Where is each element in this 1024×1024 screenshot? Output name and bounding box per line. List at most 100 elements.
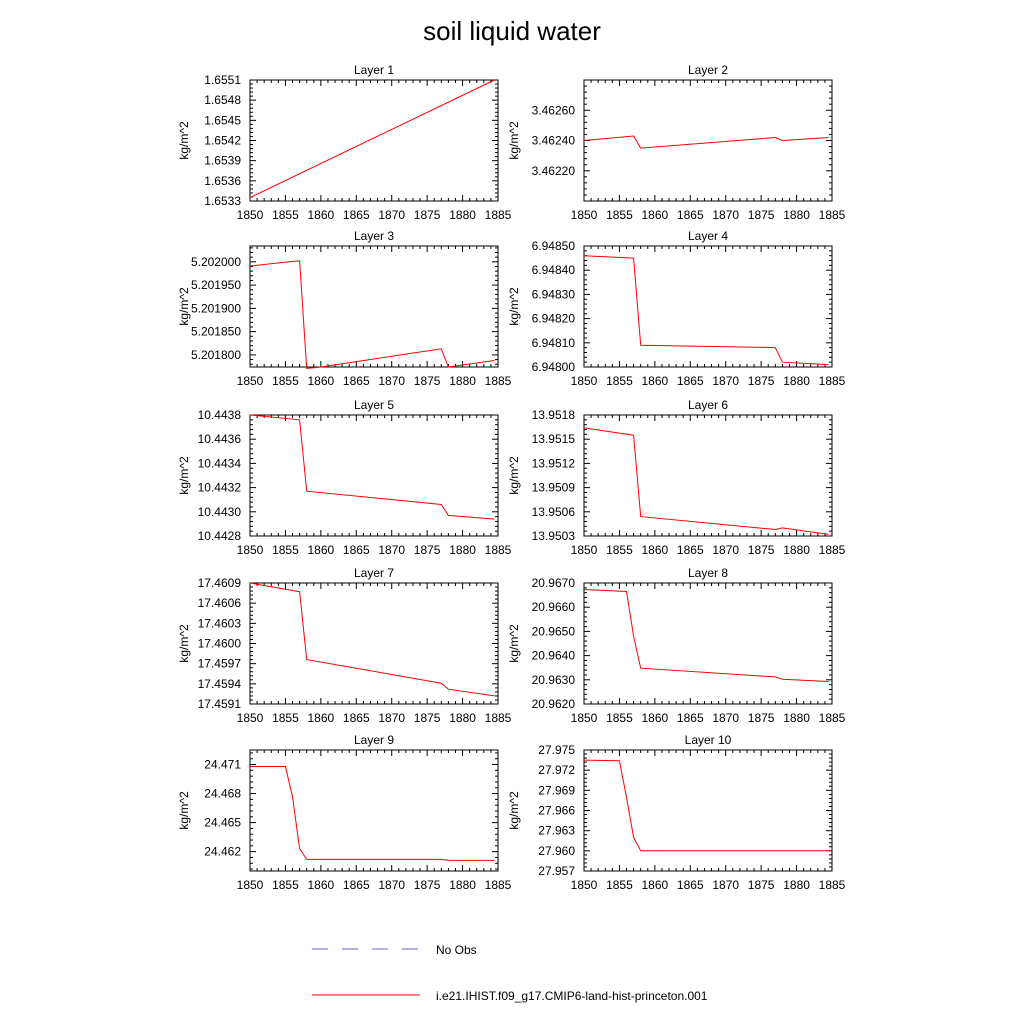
panel-title: Layer 4 bbox=[688, 229, 728, 243]
panel-layer-7: Layer 7 1850 1855 1860 1865 1870 1875 1880 1885 1… bbox=[177, 566, 512, 725]
x-tick-label: 1875 bbox=[748, 878, 775, 892]
x-tick-label: 1855 bbox=[272, 543, 299, 557]
y-tick-label: 6.94800 bbox=[532, 360, 576, 374]
x-tick-label: 1885 bbox=[485, 878, 512, 892]
y-tick-label: 27.975 bbox=[538, 743, 575, 757]
x-tick-label: 1855 bbox=[606, 878, 633, 892]
x-tick-label: 1860 bbox=[642, 711, 669, 725]
y-tick-label: 17.4606 bbox=[198, 596, 242, 610]
x-tick-label: 1850 bbox=[237, 543, 264, 557]
y-tick-label: 6.94850 bbox=[532, 239, 576, 253]
x-tick-label: 1870 bbox=[378, 208, 405, 222]
x-tick-label: 1860 bbox=[642, 374, 669, 388]
panel-layer-9: Layer 9 1850 1855 1860 1865 1870 1875 1880 1885 2… bbox=[177, 733, 512, 892]
panel-title: Layer 8 bbox=[688, 566, 728, 580]
panel-layer-5: Layer 5 1850 1855 1860 1865 1870 1875 1880 1885 1… bbox=[177, 398, 512, 557]
x-tick-label: 1885 bbox=[819, 208, 846, 222]
y-tick-label: 13.9518 bbox=[532, 408, 576, 422]
x-tick-label: 1885 bbox=[819, 878, 846, 892]
x-tick-label: 1885 bbox=[819, 711, 846, 725]
x-tick-label: 1865 bbox=[677, 208, 704, 222]
x-tick-label: 1870 bbox=[712, 208, 739, 222]
panels: Layer 1 1850 1855 1860 1865 1870 1875 1880 1885 1… bbox=[177, 63, 846, 892]
y-tick-label: 10.4428 bbox=[198, 529, 242, 543]
y-tick-label: 27.957 bbox=[538, 864, 575, 878]
y-tick-label: 13.9509 bbox=[532, 481, 576, 495]
plot-frame bbox=[583, 414, 833, 537]
y-tick-label: 10.4432 bbox=[198, 481, 242, 495]
plot-frame bbox=[249, 79, 499, 202]
series-line bbox=[250, 766, 495, 861]
x-tick-label: 1875 bbox=[414, 711, 441, 725]
x-tick-label: 1860 bbox=[642, 208, 669, 222]
y-tick-label: 1.6545 bbox=[204, 113, 241, 127]
y-tick-label: 17.4591 bbox=[198, 697, 242, 711]
x-tick-label: 1885 bbox=[819, 374, 846, 388]
x-tick-label: 1885 bbox=[485, 208, 512, 222]
y-tick-label: 24.468 bbox=[204, 787, 241, 801]
y-tick-label: 17.4609 bbox=[198, 576, 242, 590]
series-line bbox=[249, 414, 495, 520]
y-tick-label: 5.201800 bbox=[191, 348, 241, 362]
plot-frame bbox=[249, 414, 499, 537]
y-tick-label: 24.471 bbox=[204, 758, 241, 772]
y-tick-label: 5.201850 bbox=[191, 325, 241, 339]
y-tick-label: 20.9630 bbox=[532, 673, 576, 687]
x-tick-label: 1865 bbox=[343, 374, 370, 388]
x-tick-label: 1880 bbox=[783, 711, 810, 725]
y-tick-label: 5.201900 bbox=[191, 301, 241, 315]
x-tick-label: 1850 bbox=[237, 208, 264, 222]
y-axis-label: kg/m^2 bbox=[507, 791, 521, 830]
legend-obs-label: No Obs bbox=[436, 943, 477, 957]
y-axis-label: kg/m^2 bbox=[177, 791, 191, 830]
series-line bbox=[583, 135, 829, 149]
x-tick-label: 1850 bbox=[571, 374, 598, 388]
x-tick-label: 1855 bbox=[606, 208, 633, 222]
legend-model-label: i.e21.IHIST.f09_g17.CMIP6-land-hist-prin… bbox=[436, 989, 708, 1003]
y-tick-label: 17.4597 bbox=[198, 657, 242, 671]
series-line bbox=[583, 427, 829, 535]
y-tick-label: 6.94840 bbox=[532, 263, 576, 277]
plot-frame bbox=[583, 582, 833, 705]
y-axis-label: kg/m^2 bbox=[177, 287, 191, 326]
y-tick-label: 24.462 bbox=[204, 845, 241, 859]
x-tick-label: 1880 bbox=[449, 374, 476, 388]
y-tick-label: 1.6539 bbox=[204, 154, 241, 168]
series-line bbox=[249, 582, 495, 697]
x-tick-label: 1855 bbox=[606, 543, 633, 557]
x-tick-label: 1885 bbox=[485, 374, 512, 388]
x-tick-label: 1875 bbox=[414, 208, 441, 222]
x-tick-label: 1865 bbox=[677, 374, 704, 388]
x-tick-label: 1870 bbox=[378, 543, 405, 557]
y-tick-label: 1.6551 bbox=[204, 73, 241, 87]
y-tick-label: 20.9640 bbox=[532, 649, 576, 663]
x-tick-label: 1870 bbox=[712, 543, 739, 557]
y-tick-label: 20.9670 bbox=[532, 576, 576, 590]
y-tick-label: 6.94820 bbox=[532, 312, 576, 326]
x-tick-label: 1870 bbox=[378, 374, 405, 388]
x-tick-label: 1880 bbox=[449, 878, 476, 892]
panel-title: Layer 7 bbox=[354, 566, 394, 580]
panel-layer-2: Layer 2 1850 1855 1860 1865 1870 1875 1880 1885 3… bbox=[507, 63, 846, 222]
x-tick-label: 1850 bbox=[571, 711, 598, 725]
panel-title: Layer 10 bbox=[685, 733, 732, 747]
panel-title: Layer 1 bbox=[354, 63, 394, 77]
series-line bbox=[583, 759, 829, 852]
y-axis-label: kg/m^2 bbox=[507, 456, 521, 495]
panel-layer-1: Layer 1 1850 1855 1860 1865 1870 1875 1880 1885 1… bbox=[177, 63, 512, 222]
panel-layer-10: Layer 10 1850 1855 1860 1865 1870 1875 1880 1885… bbox=[507, 733, 846, 892]
panel-title: Layer 2 bbox=[688, 63, 728, 77]
x-tick-label: 1880 bbox=[783, 543, 810, 557]
plot-frame bbox=[583, 245, 833, 368]
y-tick-label: 10.4438 bbox=[198, 408, 242, 422]
x-tick-label: 1865 bbox=[677, 543, 704, 557]
plot-frame bbox=[249, 749, 499, 872]
x-tick-label: 1860 bbox=[308, 374, 335, 388]
x-tick-label: 1870 bbox=[712, 711, 739, 725]
y-tick-label: 10.4436 bbox=[198, 432, 242, 446]
y-tick-label: 10.4430 bbox=[198, 505, 242, 519]
y-tick-label: 13.9503 bbox=[532, 529, 576, 543]
x-tick-label: 1855 bbox=[272, 711, 299, 725]
panel-layer-8: Layer 8 1850 1855 1860 1865 1870 1875 1880 1885 2… bbox=[507, 566, 846, 725]
